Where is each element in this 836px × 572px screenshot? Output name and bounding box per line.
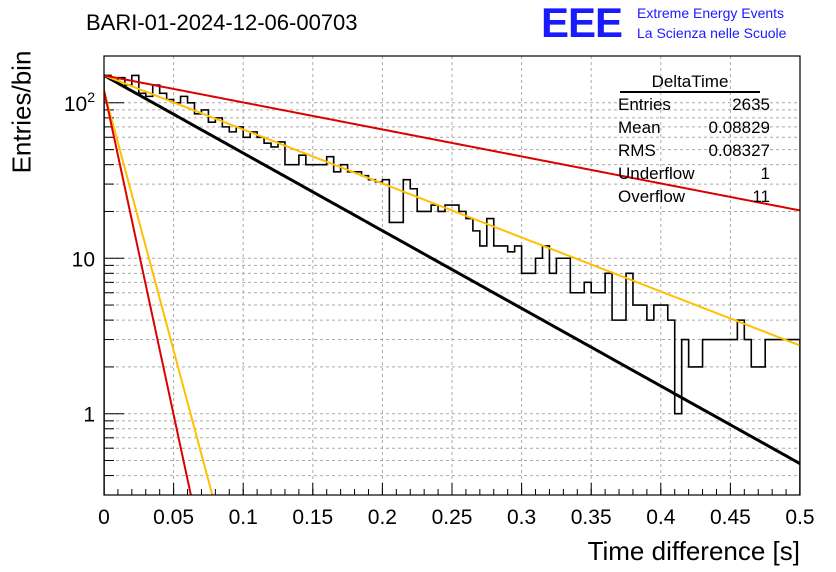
stats-row-underflow: Underflow 1 [610,162,778,185]
eee-logo: EEE [541,0,623,46]
stats-row-entries: Entries 2635 [610,93,778,116]
fit-curve-4 [104,90,192,495]
y-tick-label: 10 [72,248,95,271]
x-tick-label: 0.4 [646,506,676,529]
x-tick-label: 0.35 [571,506,612,529]
histogram-series [104,74,800,495]
stats-title: DeltaTime [620,72,760,93]
y-tick-label: 1 [83,404,95,427]
stats-value: 0.08327 [708,141,770,160]
y-axis-label: Entries/bin [6,50,37,174]
x-tick-label: 0.2 [368,506,397,529]
fit-curve-2 [104,74,800,212]
stats-row-overflow: Overflow 11 [610,185,778,208]
x-tick-label: 0.5 [785,506,814,529]
stats-label: Overflow [618,187,686,206]
fit-curve-1 [104,74,800,347]
stats-value: 1 [760,164,770,183]
x-tick-label: 0.3 [507,506,536,529]
stats-value: 2635 [732,95,770,114]
stats-value: 11 [752,187,770,206]
x-tick-label: 0.05 [153,506,194,529]
x-tick-label: 0.1 [229,506,258,529]
stats-label: Mean [618,118,661,137]
stats-value: 0.08829 [708,118,770,137]
x-tick-label: 0.15 [292,506,333,529]
chart-title: BARI-01-2024-12-06-00703 [86,10,358,35]
fit-curve-0 [104,74,800,465]
fit-curve-3 [104,90,214,495]
y-tick-label: 102 [64,89,95,116]
plot-frame [103,55,801,496]
stats-row-rms: RMS 0.08327 [610,139,778,162]
stats-box: DeltaTime Entries 2635 Mean 0.08829 RMS … [610,72,778,208]
x-tick-label: 0 [98,506,110,529]
stats-row-mean: Mean 0.08829 [610,116,778,139]
x-tick-label: 0.45 [710,506,751,529]
stats-label: Entries [618,95,671,114]
x-tick-label: 0.25 [432,506,473,529]
logo-subtitle-2: La Scienza nelle Scuole [637,25,787,41]
stats-label: RMS [618,141,656,160]
logo-subtitle-1: Extreme Energy Events [637,5,785,21]
x-axis-label: Time difference [s] [587,536,800,566]
stats-label: Underflow [618,164,695,183]
